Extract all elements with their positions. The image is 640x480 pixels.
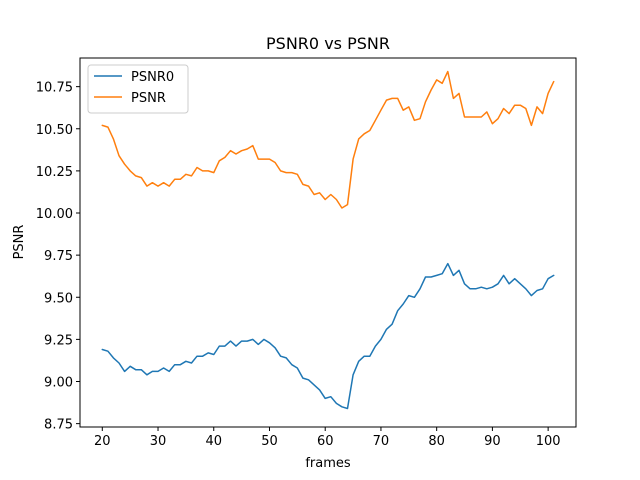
y-tick-label: 10.75 — [36, 81, 73, 96]
y-tick-label: 10.00 — [36, 207, 73, 222]
x-tick-label: 70 — [373, 434, 390, 449]
y-axis-label: PSNR — [12, 225, 27, 260]
x-tick-label: 30 — [150, 434, 167, 449]
y-tick-label: 9.25 — [44, 333, 73, 348]
y-tick-label: 10.25 — [36, 165, 73, 180]
x-tick-label: 90 — [484, 434, 501, 449]
legend-box — [87, 64, 189, 114]
y-axis-ticks: 8.75 9.00 9.25 9.50 9.75 10.00 10.25 10.50 10.75 — [36, 81, 80, 433]
series-lines — [101, 70, 555, 410]
chart-title: PSNR0 vs PSNR — [266, 34, 390, 53]
x-tick-label: 100 — [536, 434, 561, 449]
x-tick-label: 80 — [428, 434, 445, 449]
x-axis-ticks: 20 30 40 50 60 70 80 90 100 — [94, 427, 561, 449]
x-tick-label: 40 — [205, 434, 222, 449]
y-tick-label: 9.00 — [44, 376, 73, 391]
x-axis-label: frames — [305, 456, 351, 471]
legend-label-psnr0: PSNR0 — [131, 70, 174, 85]
legend: PSNR0 PSNR — [87, 64, 189, 114]
plot-area — [79, 57, 577, 428]
series-line-psnr — [101, 70, 555, 209]
y-tick-label: 10.50 — [36, 123, 73, 138]
y-tick-label: 8.75 — [44, 418, 73, 433]
y-tick-label: 9.50 — [44, 291, 73, 306]
y-tick-label: 9.75 — [44, 249, 73, 264]
x-tick-label: 60 — [317, 434, 334, 449]
series-line-psnr0 — [101, 262, 555, 410]
x-tick-label: 50 — [261, 434, 278, 449]
x-tick-label: 20 — [94, 434, 111, 449]
legend-label-psnr: PSNR — [131, 91, 166, 106]
